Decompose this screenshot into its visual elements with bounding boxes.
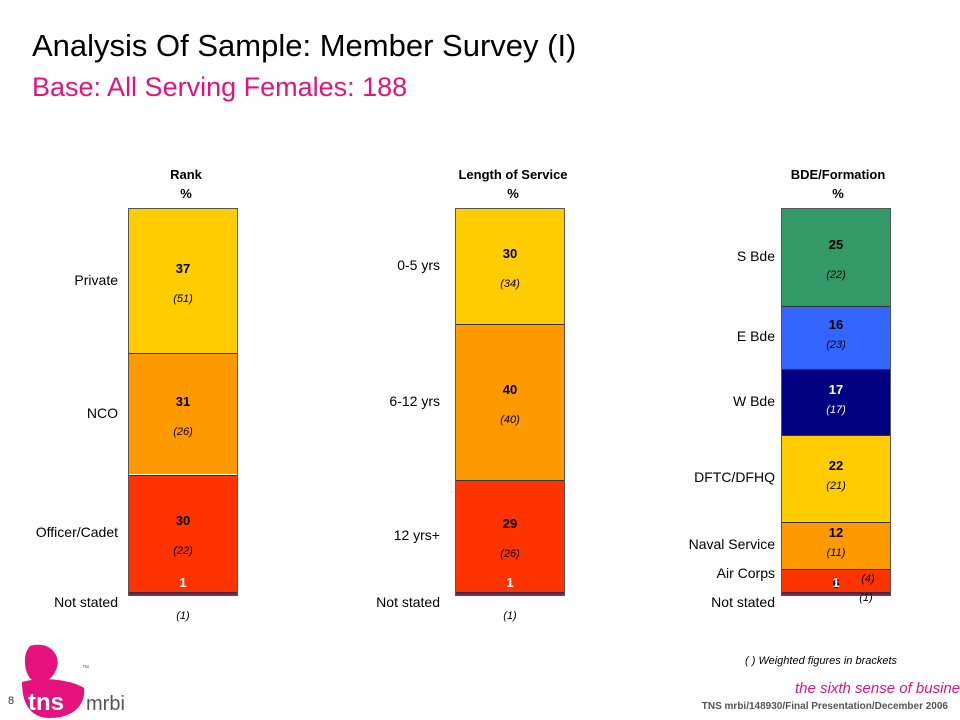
- weighted-label: (1): [503, 610, 517, 622]
- stacked-bar: [781, 208, 891, 596]
- bar-segment: [128, 474, 238, 593]
- category-label: 12 yrs+: [393, 526, 440, 543]
- weighted-label: (21): [826, 480, 846, 493]
- weighted-label: (40): [500, 414, 520, 426]
- bar-segment: [781, 435, 891, 522]
- category-label: Not stated: [711, 594, 775, 610]
- data-label: 29: [502, 515, 518, 531]
- stacked-bar: [455, 208, 565, 596]
- bar-segment: [781, 568, 891, 593]
- chart-unit-label: %: [832, 186, 844, 201]
- data-label: 1: [179, 575, 187, 591]
- tns-mrbi-logo: tns mrbi ™: [22, 644, 125, 718]
- weighted-label: (23): [826, 339, 846, 352]
- data-label: 12: [828, 525, 844, 541]
- data-label: 40: [502, 382, 518, 397]
- bar-segment: [128, 592, 238, 596]
- bar-segment: [781, 521, 891, 569]
- data-label: 30: [502, 246, 518, 262]
- data-label: 31: [175, 393, 191, 409]
- bar-segment: [455, 324, 565, 480]
- category-label: NCO: [86, 404, 118, 421]
- weighted-label: (26): [173, 425, 193, 438]
- data-label: 1: [832, 575, 840, 591]
- category-label: Not stated: [54, 594, 118, 610]
- data-label: 17: [828, 382, 844, 397]
- weighted-label: (11): [826, 547, 846, 560]
- logo-mrbi-text: mrbi: [86, 693, 125, 715]
- data-label: 30: [175, 513, 191, 529]
- tagline: the sixth sense of business™: [795, 680, 960, 697]
- category-label: DFTC/DFHQ: [694, 469, 775, 486]
- page-subtitle: Base: All Serving Females: 188: [32, 72, 408, 102]
- data-label: 6: [832, 576, 840, 592]
- data-label: 1: [506, 575, 514, 591]
- weighted-label: (17): [826, 404, 846, 416]
- bar-segment: [781, 368, 891, 436]
- bar-segment: [781, 208, 891, 306]
- category-label: Air Corps: [716, 564, 775, 581]
- page-number: 8: [8, 695, 15, 707]
- data-label: 22: [828, 458, 844, 474]
- weighted-note: ( ) Weighted figures in brackets: [745, 655, 898, 667]
- chart-title: Length of Service%: [423, 165, 603, 203]
- weighted-label: (26): [500, 547, 520, 560]
- category-label: 0-5 yrs: [397, 257, 440, 274]
- logo-tns-text: tns: [28, 689, 64, 716]
- chart-title: Rank%: [96, 165, 276, 203]
- bar-segment: [455, 479, 565, 593]
- category-label: E Bde: [736, 328, 775, 345]
- category-label: S Bde: [736, 247, 775, 264]
- bar-segment: [128, 208, 238, 353]
- chart-title-text: BDE/Formation: [790, 167, 886, 182]
- category-label: Naval Service: [688, 536, 775, 553]
- chart-title-text: Length of Service: [458, 167, 568, 182]
- category-label: Private: [74, 271, 118, 288]
- logo-shape-2: [22, 679, 85, 718]
- data-label: 16: [828, 317, 844, 333]
- weighted-label: (22): [826, 268, 846, 281]
- weighted-label: (4): [861, 572, 875, 585]
- data-label: 37: [175, 260, 191, 276]
- weighted-label: (34): [500, 278, 520, 291]
- bar-segment: [781, 305, 891, 369]
- bar-segment: [455, 592, 565, 596]
- chart-title: BDE/Formation%: [748, 165, 928, 203]
- logo-tm: ™: [82, 665, 89, 672]
- logo-shape-1: [24, 644, 58, 682]
- category-label: Officer/Cadet: [35, 524, 118, 541]
- weighted-label: (1): [859, 592, 873, 604]
- chart-unit-label: %: [507, 186, 519, 201]
- category-label: 6-12 yrs: [389, 393, 440, 409]
- weighted-label: (22): [173, 545, 193, 558]
- category-label: Not stated: [376, 594, 440, 610]
- bar-segment: [781, 592, 891, 596]
- data-label: 25: [828, 236, 844, 252]
- category-label: W Bde: [732, 393, 775, 409]
- weighted-label: (51): [173, 292, 193, 305]
- page-title: Analysis Of Sample: Member Survey (I): [32, 28, 577, 63]
- chart-unit-label: %: [180, 186, 192, 201]
- footer-reference: TNS mrbi/148930/Final Presentation/Decem…: [701, 701, 948, 712]
- chart-title-text: Rank: [170, 167, 202, 182]
- bar-segment: [455, 208, 565, 325]
- stacked-bar: [128, 208, 238, 596]
- weighted-label: (1): [176, 610, 190, 622]
- bar-segment: [128, 353, 238, 475]
